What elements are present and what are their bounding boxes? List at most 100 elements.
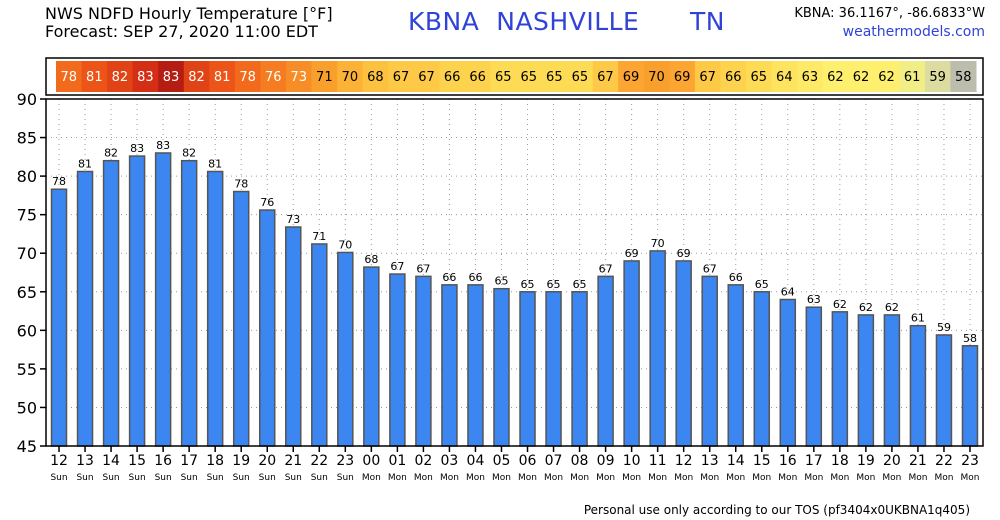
x-tick-label: 12 [675,453,693,469]
x-day-label: Sun [129,473,146,483]
bar-value-label: 65 [521,278,535,291]
x-day-label: Sun [155,473,172,483]
x-tick-label: 18 [206,453,224,469]
strip-cell [822,61,849,92]
temperature-bar [831,311,849,447]
strip-cell [924,61,951,92]
x-day-label: Mon [622,473,641,483]
bar-value-label: 62 [859,301,873,314]
y-tick-label: 55 [17,360,37,379]
temperature-bar [649,250,666,447]
x-tick-label: 10 [623,453,641,469]
strip-value-label: 68 [367,70,384,85]
x-day-label: Sun [103,473,120,483]
x-day-label: Mon [778,473,797,483]
y-tick-label: 80 [17,167,37,186]
strip-cell [490,61,517,92]
x-tick-label: 23 [961,453,979,469]
bar-value-label: 83 [130,142,144,155]
y-tick-label: 75 [17,206,37,225]
x-tick-label: 17 [805,453,823,469]
x-day-label: Mon [726,473,745,483]
x-day-label: Sun [311,473,328,483]
strip-cell [567,61,594,92]
strip-value-label: 67 [699,70,716,85]
strip-cell [746,61,773,92]
strip-cell [950,61,977,92]
strip-cell [669,61,696,92]
strip-value-label: 65 [751,70,768,85]
bar-value-label: 65 [547,278,561,291]
x-tick-label: 13 [701,453,719,469]
bar-value-label: 67 [703,262,717,275]
strip-value-label: 61 [904,70,921,85]
strip-value-label: 71 [316,70,333,85]
temperature-bar [909,324,927,447]
temperature-bar [961,345,979,447]
strip-value-label: 70 [342,70,359,85]
bar-value-label: 67 [390,260,404,273]
bar-value-label: 71 [312,230,326,243]
x-day-label: Mon [570,473,589,483]
x-day-label: Mon [908,473,927,483]
bar-value-label: 76 [260,196,274,209]
temperature-bar [258,209,276,447]
x-tick-label: 22 [310,453,328,469]
strip-value-label: 66 [725,70,742,85]
strip-value-label: 65 [572,70,589,85]
strip-cell [720,61,747,92]
x-day-label: Mon [856,473,875,483]
strip-cell [209,61,236,92]
y-tick-label: 90 [17,90,37,109]
strip-cell [56,61,83,92]
x-day-label: Mon [882,473,901,483]
bar-value-label: 78 [52,175,66,188]
strip-cell [694,61,721,92]
x-tick-label: 00 [362,453,380,469]
strip-value-label: 62 [827,70,844,85]
bar-value-label: 66 [442,271,456,284]
strip-cell [899,61,926,92]
temperature-bar [128,155,146,447]
website-link[interactable]: weathermodels.com [842,24,985,40]
x-day-label: Sun [285,473,302,483]
strip-value-label: 76 [265,70,282,85]
tos-footer: Personal use only according to our TOS (… [583,503,970,517]
temperature-bar [363,266,380,447]
bar-value-label: 66 [468,271,482,284]
station-coordinates: KBNA: 36.1167°, -86.6833°W [794,6,985,21]
x-tick-label: 02 [414,453,432,469]
x-day-label: Mon [674,473,693,483]
station-name: KBNA NASHVILLE TN [408,7,725,36]
bar-value-label: 63 [807,293,821,306]
bar-value-label: 73 [286,213,300,226]
x-tick-label: 03 [441,453,459,469]
x-day-label: Mon [544,473,563,483]
x-tick-label: 19 [232,453,250,469]
x-tick-label: 19 [857,453,875,469]
temperature-bar [519,291,536,447]
strip-value-label: 70 [648,70,665,85]
temperature-bar [623,260,640,447]
strip-cell [107,61,134,92]
x-day-label: Mon [700,473,719,483]
x-tick-label: 16 [154,453,172,469]
temperature-bar [883,314,901,447]
bar-value-label: 58 [963,332,977,345]
x-tick-label: 05 [493,453,511,469]
temperature-bar [154,152,172,447]
strip-value-label: 83 [163,70,180,85]
bar-value-label: 69 [677,247,691,260]
strip-value-label: 67 [393,70,410,85]
x-tick-label: 13 [76,453,94,469]
temperature-bar [805,306,823,447]
x-day-label: Mon [466,473,485,483]
x-day-label: Sun [259,473,276,483]
bar-value-label: 69 [625,247,639,260]
x-day-label: Mon [804,473,823,483]
x-tick-label: 17 [180,453,198,469]
temperature-bar [337,251,354,447]
strip-value-label: 65 [495,70,512,85]
strip-value-label: 78 [61,70,78,85]
